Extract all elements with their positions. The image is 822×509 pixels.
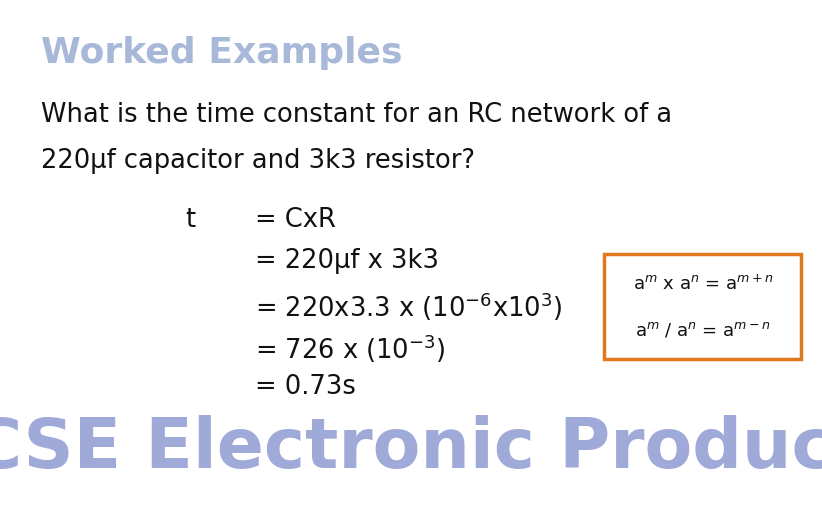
Text: a$^{m}$ / a$^{n}$ = a$^{m-n}$: a$^{m}$ / a$^{n}$ = a$^{m-n}$ [635, 320, 771, 339]
Text: Worked Examples: Worked Examples [41, 36, 403, 70]
Text: t: t [185, 206, 195, 232]
Text: = CxR: = CxR [255, 206, 335, 232]
Text: What is the time constant for an RC network of a: What is the time constant for an RC netw… [41, 102, 672, 128]
Text: GCSE Electronic Products: GCSE Electronic Products [0, 414, 822, 481]
Text: 220μf capacitor and 3k3 resistor?: 220μf capacitor and 3k3 resistor? [41, 148, 475, 174]
FancyBboxPatch shape [604, 254, 801, 359]
Text: = 726 x (10$^{-3}$): = 726 x (10$^{-3}$) [255, 331, 446, 364]
Text: a$^{m}$ x a$^{n}$ = a$^{m+n}$: a$^{m}$ x a$^{n}$ = a$^{m+n}$ [633, 274, 773, 293]
Text: = 0.73s: = 0.73s [255, 373, 356, 399]
Text: = 220x3.3 x (10$^{-6}$x10$^{3}$): = 220x3.3 x (10$^{-6}$x10$^{3}$) [255, 290, 562, 322]
Text: = 220μf x 3k3: = 220μf x 3k3 [255, 248, 439, 274]
